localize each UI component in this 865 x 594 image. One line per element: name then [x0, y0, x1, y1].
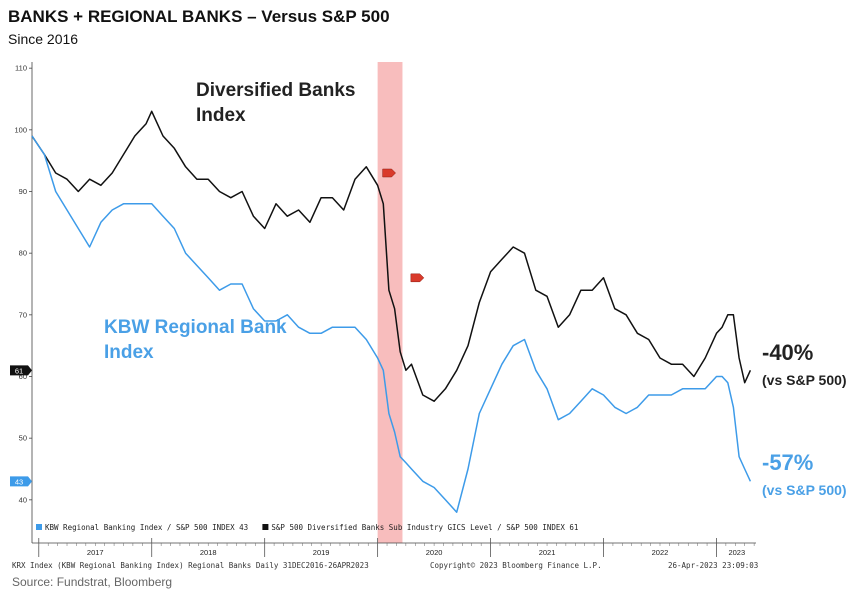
y-tick-label: 70: [19, 310, 27, 319]
event-marker: [382, 168, 396, 178]
y-axis: 40 50 60 70 80 90 100 110: [14, 62, 756, 544]
legend-swatch-regional: [36, 524, 42, 530]
y-tick-label: 60: [19, 372, 27, 381]
end-tag-label: 43: [15, 477, 23, 486]
diversified-annotation: Diversified Banks Index: [196, 78, 355, 128]
footer-center: Copyright© 2023 Bloomberg Finance L.P.: [430, 561, 602, 570]
x-tick-label: 2018: [200, 548, 217, 557]
diversified-annotation-line2: Index: [196, 105, 246, 126]
legend-label-regional: KBW Regional Banking Index / S&P 500 IND…: [45, 523, 248, 532]
page-subtitle: Since 2016: [8, 31, 79, 47]
x-tick-label: 2019: [313, 548, 330, 557]
event-marker: [410, 273, 425, 283]
source-note: Source: Fundstrat, Bloomberg: [12, 575, 173, 589]
y-tick-label: 50: [19, 434, 27, 443]
right-top-note: (vs S&P 500): [762, 372, 847, 388]
legend-swatch-diversified: [262, 524, 269, 530]
kbw-annotation-line1: KBW Regional Bank: [104, 317, 287, 338]
end-tag-diversified: [10, 365, 32, 376]
y-tick-label: 110: [15, 64, 27, 73]
x-tick-label: 2022: [652, 548, 669, 557]
x-tick-label: 2017: [87, 548, 104, 557]
end-tag-label: 61: [15, 366, 23, 375]
end-tags-layer: 61 43: [10, 365, 32, 487]
kbw-annotation: KBW Regional Bank Index: [104, 315, 287, 365]
series-line-diversified: [31, 110, 752, 402]
right-bottom-note: (vs S&P 500): [762, 482, 847, 498]
series-line-regional: [31, 135, 752, 513]
page-title: BANKS + REGIONAL BANKS – Versus S&P 500: [8, 7, 390, 26]
footer-left: KRX Index (KBW Regional Banking Index) R…: [12, 561, 369, 570]
kbw-annotation-line2: Index: [104, 342, 154, 363]
shaded-region-layer: [377, 62, 403, 543]
right-top-value: -40%: [762, 340, 814, 365]
right-bottom-value: -57%: [762, 450, 814, 475]
diversified-annotation-line1: Diversified Banks: [196, 80, 356, 101]
y-tick-label: 100: [14, 125, 27, 134]
x-tick-label: 2021: [539, 548, 556, 557]
x-axis: 2017 2018 2019 2020 2021 2022 2023: [38, 538, 755, 557]
y-tick-label: 90: [19, 187, 27, 196]
legend-label-diversified: S&P 500 Diversified Banks Sub Industry G…: [271, 523, 578, 532]
series-layer: [31, 110, 752, 513]
y-tick-label: 40: [19, 495, 27, 504]
legend: KBW Regional Banking Index / S&P 500 IND…: [36, 523, 578, 532]
x-tick-label: 2020: [426, 548, 443, 557]
footer-right: 26-Apr-2023 23:09:03: [668, 561, 759, 570]
recession-shade: [377, 62, 403, 543]
x-tick-label: 2023: [728, 548, 745, 557]
y-tick-label: 80: [19, 249, 27, 258]
end-tag-regional: [10, 476, 32, 487]
